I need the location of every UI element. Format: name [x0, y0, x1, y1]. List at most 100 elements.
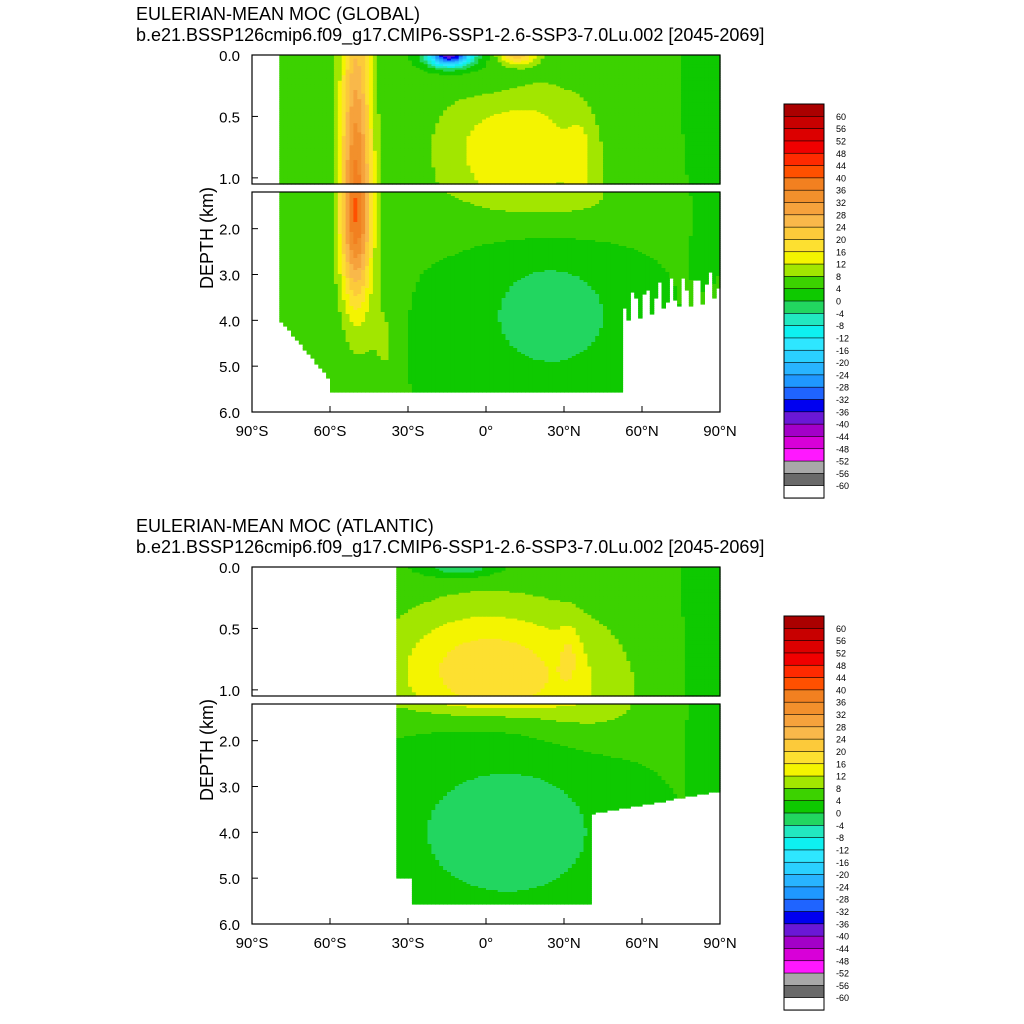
contour-cell	[337, 78, 343, 82]
contour-cell	[435, 78, 440, 82]
contour-cell	[447, 64, 452, 67]
contour-cell	[571, 73, 577, 76]
contour-cell	[708, 77, 713, 80]
contour-cell	[482, 56, 487, 60]
contour-cell	[458, 60, 464, 63]
contour-cell	[330, 67, 335, 71]
contour-cell	[376, 71, 382, 75]
contour-cell	[427, 80, 432, 84]
contour-cell	[306, 77, 312, 80]
contour-cell	[497, 64, 503, 67]
contour-cell	[408, 75, 413, 78]
contour-cell	[587, 62, 592, 65]
contour-cell	[525, 71, 530, 75]
contour-cell	[493, 77, 499, 80]
contour-cell	[669, 60, 674, 63]
contour-cell	[392, 56, 397, 60]
contour-cell	[435, 55, 440, 58]
contour-cell	[653, 55, 659, 58]
contour-cell	[677, 60, 682, 63]
contour-cell	[310, 71, 315, 75]
contour-cell	[677, 62, 682, 65]
contour-cell	[614, 73, 620, 76]
contour-cell	[294, 62, 300, 65]
contour-cell	[384, 62, 390, 65]
contour-cell	[665, 62, 670, 65]
contour-cell	[571, 67, 577, 71]
contour-cell	[540, 77, 546, 80]
contour-cell	[653, 67, 659, 71]
contour-cell	[712, 80, 717, 84]
contour-cell	[595, 56, 600, 60]
contour-cell	[369, 66, 374, 69]
contour-cell	[291, 62, 296, 65]
contour-cell	[665, 66, 670, 69]
contour-cell	[692, 80, 698, 84]
contour-cell	[376, 55, 382, 58]
contour-cell	[681, 77, 686, 80]
contour-cell	[704, 62, 709, 65]
contour-cell	[333, 71, 339, 75]
contour-cell	[603, 69, 608, 73]
contour-cell	[369, 62, 374, 65]
contour-cell	[501, 78, 507, 82]
contour-cell	[333, 55, 339, 58]
contour-cell	[669, 80, 674, 84]
contour-cell	[478, 56, 483, 60]
contour-cell	[376, 73, 382, 76]
contour-cell	[688, 73, 694, 76]
contour-cell	[345, 75, 351, 78]
contour-cell	[630, 64, 635, 67]
contour-cell	[345, 80, 351, 84]
contour-cell	[649, 55, 655, 58]
contour-cell	[380, 73, 386, 76]
contour-cell	[447, 58, 452, 62]
contour-cell	[427, 62, 432, 65]
contour-cell	[673, 75, 678, 78]
contour-cell	[501, 66, 507, 69]
contour-cell	[603, 58, 608, 62]
contour-cell	[673, 58, 678, 62]
contour-cell	[684, 78, 690, 82]
contour-cell	[513, 75, 518, 78]
contour-cell	[603, 56, 608, 60]
contour-cell	[443, 55, 448, 58]
contour-cell	[486, 80, 491, 84]
contour-cell	[603, 66, 608, 69]
contour-cell	[384, 58, 390, 62]
contour-cell	[536, 75, 542, 78]
contour-cell	[599, 66, 604, 69]
contour-cell	[599, 78, 604, 82]
contour-cell	[661, 75, 666, 78]
contour-cell	[681, 78, 686, 82]
contour-cell	[415, 67, 421, 71]
contour-cell	[291, 71, 296, 75]
contour-cell	[509, 64, 514, 67]
contour-cell	[365, 69, 370, 73]
contour-cell	[501, 58, 507, 62]
contour-cell	[642, 58, 647, 62]
contour-cell	[470, 71, 475, 75]
contour-cell	[497, 80, 503, 84]
contour-cell	[595, 55, 600, 58]
contour-cell	[692, 71, 698, 75]
contour-cell	[376, 62, 382, 65]
contour-cell	[369, 77, 374, 80]
contour-cell	[474, 66, 479, 69]
contour-cell	[653, 58, 659, 62]
contour-cell	[306, 58, 312, 62]
contour-cell	[458, 55, 464, 58]
contour-cell	[497, 73, 503, 76]
contour-cell	[357, 78, 362, 82]
contour-cell	[610, 66, 616, 69]
contour-cell	[310, 73, 315, 76]
contour-cell	[552, 75, 557, 78]
contour-cell	[606, 55, 612, 58]
contour-cell	[716, 58, 721, 62]
contour-cell	[544, 75, 549, 78]
contour-cell	[661, 56, 666, 60]
contour-cell	[345, 60, 351, 63]
contour-cell	[564, 55, 569, 58]
contour-cell	[396, 73, 401, 76]
contour-cell	[653, 56, 659, 60]
